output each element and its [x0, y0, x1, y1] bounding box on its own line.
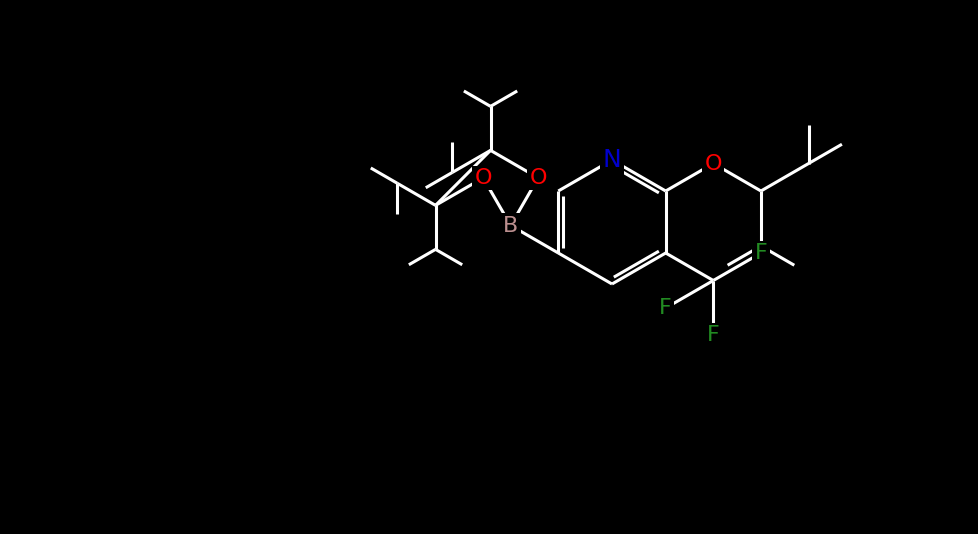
Text: O: O	[704, 153, 722, 174]
Text: N: N	[602, 148, 621, 172]
Text: F: F	[754, 243, 767, 263]
Text: O: O	[529, 168, 547, 188]
Text: F: F	[658, 298, 671, 318]
Text: B: B	[503, 216, 517, 235]
Text: F: F	[706, 326, 719, 345]
Text: O: O	[474, 168, 491, 188]
